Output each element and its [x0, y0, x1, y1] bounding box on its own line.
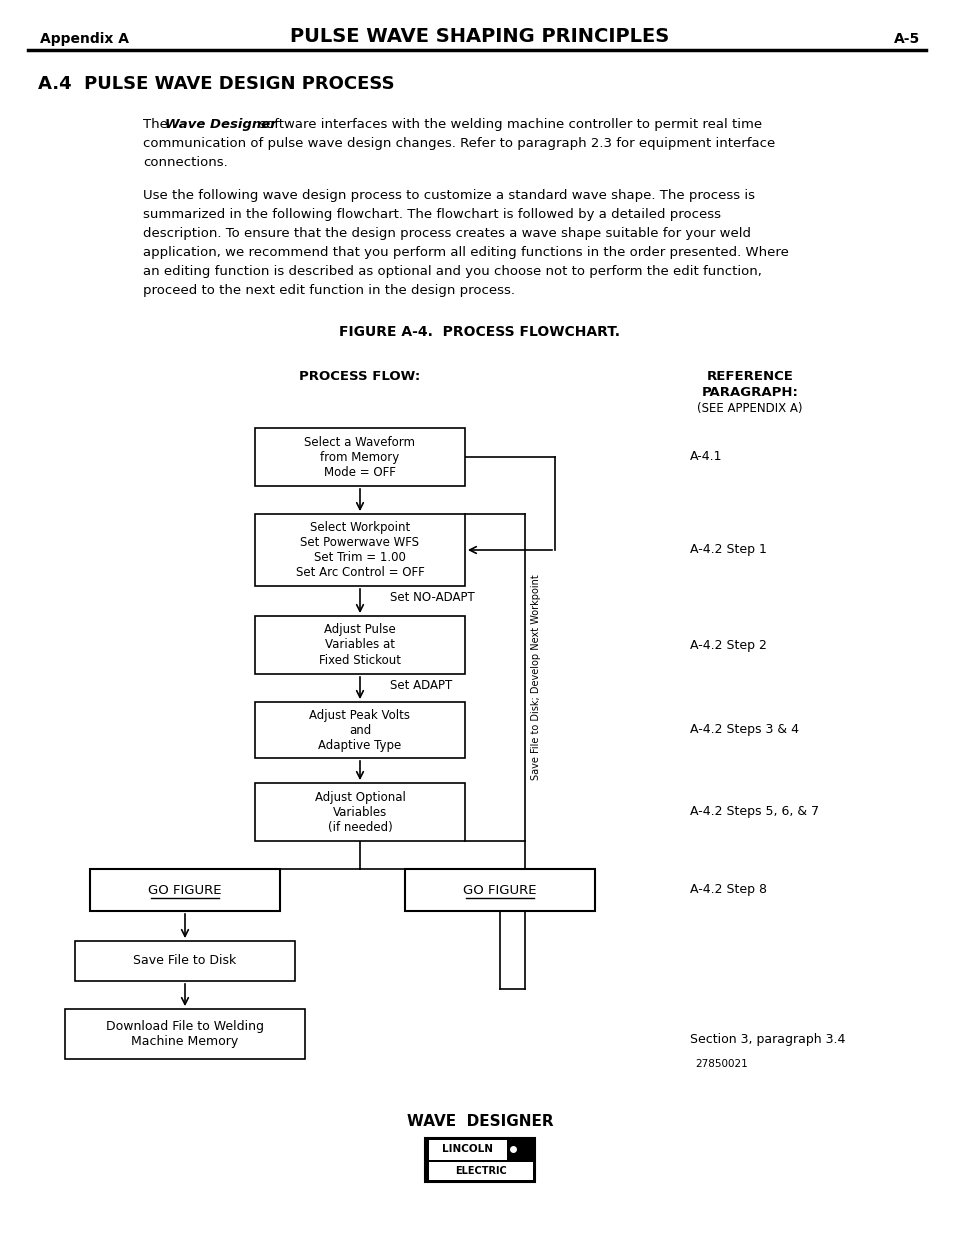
Text: an editing function is described as optional and you choose not to perform the e: an editing function is described as opti… [143, 266, 761, 278]
Text: Adjust Peak Volts
and
Adaptive Type: Adjust Peak Volts and Adaptive Type [309, 709, 410, 752]
Text: Adjust Pulse
Variables at
Fixed Stickout: Adjust Pulse Variables at Fixed Stickout [318, 624, 400, 667]
Text: A-4.2 Step 2: A-4.2 Step 2 [689, 638, 766, 652]
Text: proceed to the next edit function in the design process.: proceed to the next edit function in the… [143, 284, 515, 296]
Bar [254, 701, 464, 758]
Text: A-4.2 Steps 3 & 4: A-4.2 Steps 3 & 4 [689, 724, 799, 736]
Bar [90, 869, 280, 911]
Text: Adjust Optional
Variables
(if needed): Adjust Optional Variables (if needed) [314, 790, 405, 834]
Text: Wave Designer: Wave Designer [165, 119, 276, 131]
Text: Save File to Disk: Save File to Disk [133, 955, 236, 967]
Text: software interfaces with the welding machine controller to permit real time: software interfaces with the welding mac… [254, 119, 761, 131]
Bar [405, 869, 595, 911]
Text: Section 3, paragraph 3.4: Section 3, paragraph 3.4 [689, 1032, 844, 1046]
Text: (SEE APPENDIX A): (SEE APPENDIX A) [697, 403, 801, 415]
Bar [65, 1009, 305, 1058]
Text: A-4.2 Step 8: A-4.2 Step 8 [689, 883, 766, 897]
Bar [254, 783, 464, 841]
Text: PROCESS FLOW:: PROCESS FLOW: [299, 370, 420, 383]
Text: Select a Waveform
from Memory
Mode = OFF: Select a Waveform from Memory Mode = OFF [304, 436, 416, 478]
Text: 27850021: 27850021 [695, 1058, 747, 1070]
Text: REFERENCE: REFERENCE [706, 370, 793, 383]
Text: A-4.2 Step 1: A-4.2 Step 1 [689, 543, 766, 557]
Text: description. To ensure that the design process creates a wave shape suitable for: description. To ensure that the design p… [143, 227, 750, 240]
Text: application, we recommend that you perform all editing functions in the order pr: application, we recommend that you perfo… [143, 246, 788, 259]
Text: Set ADAPT: Set ADAPT [390, 679, 452, 692]
Text: GO FIGURE: GO FIGURE [148, 883, 221, 897]
Text: summarized in the following flowchart. The flowchart is followed by a detailed p: summarized in the following flowchart. T… [143, 207, 720, 221]
Bar [75, 941, 294, 981]
Text: WAVE  DESIGNER: WAVE DESIGNER [406, 1114, 553, 1129]
Text: GO FIGURE: GO FIGURE [463, 883, 537, 897]
Bar [424, 1137, 535, 1182]
Text: The: The [143, 119, 172, 131]
Bar [429, 1162, 533, 1179]
Text: FIGURE A-4.  PROCESS FLOWCHART.: FIGURE A-4. PROCESS FLOWCHART. [339, 325, 619, 338]
Bar [254, 514, 464, 585]
Bar [254, 616, 464, 674]
Text: Download File to Welding
Machine Memory: Download File to Welding Machine Memory [106, 1020, 264, 1049]
Text: PULSE WAVE SHAPING PRINCIPLES: PULSE WAVE SHAPING PRINCIPLES [290, 27, 669, 46]
Text: ELECTRIC: ELECTRIC [455, 1166, 506, 1176]
Text: Save File to Disk; Develop Next Workpoint: Save File to Disk; Develop Next Workpoin… [531, 574, 540, 779]
Bar [254, 429, 464, 487]
Text: PARAGRAPH:: PARAGRAPH: [700, 387, 798, 399]
Text: communication of pulse wave design changes. Refer to paragraph 2.3 for equipment: communication of pulse wave design chang… [143, 137, 775, 149]
Text: Select Workpoint
Set Powerwave WFS
Set Trim = 1.00
Set Arc Control = OFF: Select Workpoint Set Powerwave WFS Set T… [295, 521, 424, 579]
Text: A-5: A-5 [893, 32, 919, 46]
Text: LINCOLN: LINCOLN [442, 1144, 493, 1153]
Text: connections.: connections. [143, 156, 228, 169]
Text: A.4  PULSE WAVE DESIGN PROCESS: A.4 PULSE WAVE DESIGN PROCESS [38, 75, 395, 93]
Text: Appendix A: Appendix A [40, 32, 129, 46]
Bar [429, 1140, 506, 1160]
Text: A-4.1: A-4.1 [689, 451, 721, 463]
Text: Set NO-ADAPT: Set NO-ADAPT [390, 592, 475, 604]
Text: A-4.2 Steps 5, 6, & 7: A-4.2 Steps 5, 6, & 7 [689, 805, 819, 819]
Text: Use the following wave design process to customize a standard wave shape. The pr: Use the following wave design process to… [143, 189, 754, 203]
